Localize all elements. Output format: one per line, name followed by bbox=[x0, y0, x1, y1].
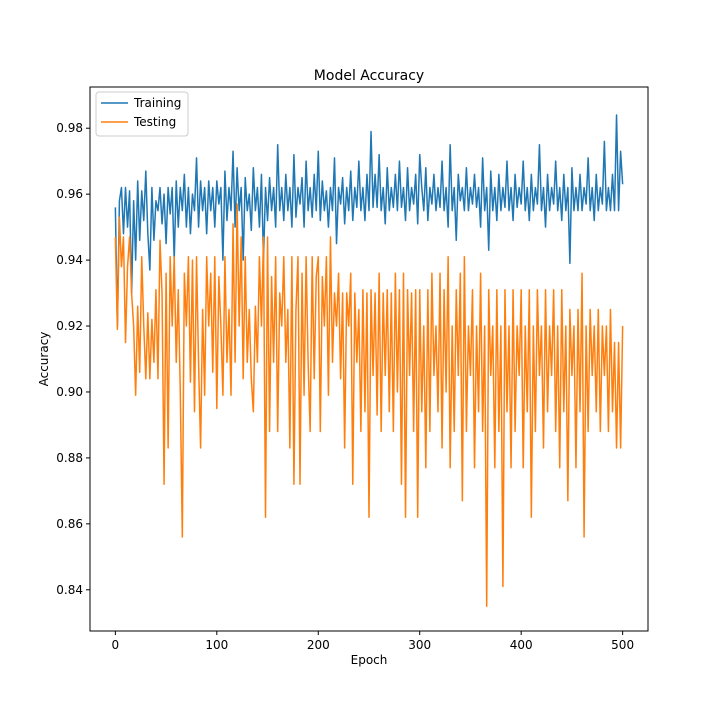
x-tick-label: 300 bbox=[408, 638, 431, 652]
y-tick-label: 0.90 bbox=[56, 385, 83, 399]
series-layer bbox=[114, 114, 624, 608]
y-tick-label: 0.94 bbox=[56, 253, 83, 267]
y-tick-label: 0.92 bbox=[56, 319, 83, 333]
x-tick-label: 400 bbox=[510, 638, 533, 652]
series-line-testing bbox=[114, 203, 624, 608]
x-axis-label: Epoch bbox=[351, 653, 388, 667]
x-tick-label: 100 bbox=[205, 638, 228, 652]
x-tick-label: 0 bbox=[112, 638, 120, 652]
legend-label-testing: Testing bbox=[133, 115, 176, 129]
x-tick-label: 500 bbox=[611, 638, 634, 652]
y-axis-label: Accuracy bbox=[37, 332, 51, 387]
x-axis-ticks: 0 100 200 300 400 500 bbox=[112, 631, 634, 652]
plot-area-frame bbox=[89, 86, 649, 632]
y-tick-label: 0.84 bbox=[56, 583, 83, 597]
y-tick-label: 0.86 bbox=[56, 517, 83, 531]
x-tick-label: 200 bbox=[307, 638, 330, 652]
chart-title: Model Accuracy bbox=[314, 68, 424, 84]
legend-label-training: Training bbox=[133, 96, 181, 110]
y-tick-label: 0.98 bbox=[56, 121, 83, 135]
y-tick-label: 0.96 bbox=[56, 187, 83, 201]
legend: Training Testing bbox=[95, 91, 189, 137]
series-line-training bbox=[114, 114, 624, 327]
y-tick-label: 0.88 bbox=[56, 451, 83, 465]
y-axis-ticks: 0.84 0.86 0.88 0.90 0.92 0.94 0.96 0.98 bbox=[56, 121, 90, 597]
